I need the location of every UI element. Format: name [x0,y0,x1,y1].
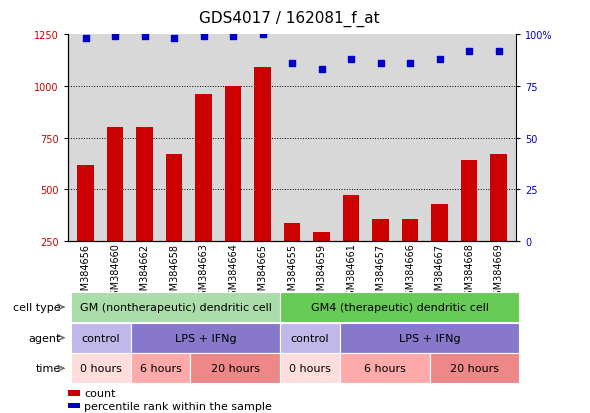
Point [169,36,179,43]
Text: 0 hours: 0 hours [80,363,122,373]
Text: cell type: cell type [13,302,61,312]
Text: time: time [35,363,61,373]
Bar [284,223,300,242]
Point [464,48,474,55]
Text: 0 hours: 0 hours [289,363,331,373]
Text: GDS4017 / 162081_f_at: GDS4017 / 162081_f_at [199,10,379,26]
Point [199,34,208,40]
Point [287,61,297,67]
Text: LPS + IFNg: LPS + IFNg [175,333,236,343]
Point [258,32,267,38]
Bar [107,128,123,242]
Bar [372,220,389,242]
Text: 6 hours: 6 hours [364,363,406,373]
Text: GM4 (therapeutic) dendritic cell: GM4 (therapeutic) dendritic cell [311,302,489,312]
Point [81,36,90,43]
Bar [225,87,241,242]
Text: control: control [291,333,329,343]
Text: agent: agent [28,333,61,343]
Text: 20 hours: 20 hours [211,363,260,373]
Bar [195,95,212,242]
Bar [402,220,418,242]
Point [435,57,444,63]
Text: 20 hours: 20 hours [450,363,499,373]
Bar [254,68,271,242]
Bar [461,161,477,242]
Text: percentile rank within the sample: percentile rank within the sample [84,401,272,411]
Point [317,67,326,74]
Bar [136,128,153,242]
Point [140,34,149,40]
Text: GM (nontherapeutic) dendritic cell: GM (nontherapeutic) dendritic cell [80,302,271,312]
Text: 6 hours: 6 hours [140,363,182,373]
Bar [77,165,94,242]
Bar [490,155,507,242]
Point [346,57,356,63]
Point [405,61,415,67]
Bar [343,195,359,242]
Point [376,61,385,67]
Bar [431,204,448,242]
Point [494,48,503,55]
Text: count: count [84,388,116,398]
Text: LPS + IFNg: LPS + IFNg [399,333,460,343]
Text: control: control [81,333,120,343]
Point [228,34,238,40]
Bar [313,232,330,242]
Point [110,34,120,40]
Bar [166,155,182,242]
